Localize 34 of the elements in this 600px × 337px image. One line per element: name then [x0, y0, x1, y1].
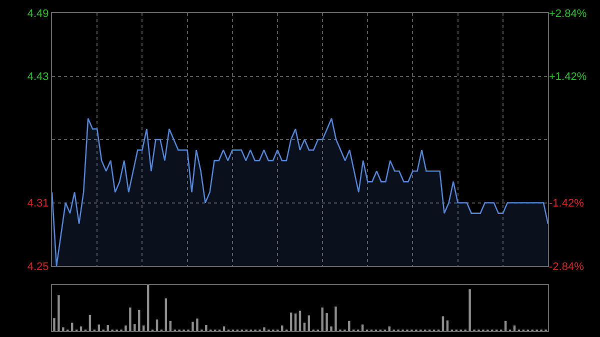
bar: [192, 322, 194, 331]
bar: [263, 327, 266, 331]
y-tick-label: 4.43: [27, 71, 49, 84]
bar: [334, 306, 337, 331]
bar: [53, 318, 56, 331]
bar: [62, 327, 64, 331]
bar: [196, 318, 198, 331]
bar: [290, 312, 292, 331]
bar: [513, 325, 516, 331]
y-tick-label: 4.49: [27, 8, 49, 20]
bar: [70, 322, 74, 331]
bar: [326, 313, 328, 331]
bar: [205, 325, 208, 331]
bar: [321, 308, 324, 331]
y-tick-label: 4.31: [27, 198, 49, 210]
y2-tick-label: -2.84%: [549, 260, 584, 273]
bar: [106, 325, 109, 331]
bar: [348, 320, 350, 331]
bar: [142, 325, 145, 331]
bar: [138, 310, 140, 331]
y2-tick-label: -1.42%: [549, 198, 584, 210]
bar: [330, 326, 332, 331]
y-tick-label: 4.25: [27, 260, 49, 273]
bar: [124, 325, 127, 331]
bar: [281, 325, 284, 331]
bar: [58, 295, 60, 331]
bar: [129, 308, 132, 331]
y2-tick-label: +2.84%: [549, 8, 587, 20]
bar: [361, 324, 364, 331]
y2-tick-label: +1.42%: [549, 71, 587, 84]
bar: [468, 289, 471, 331]
bar: [98, 324, 100, 331]
bar: [303, 322, 306, 331]
bar: [134, 324, 136, 331]
